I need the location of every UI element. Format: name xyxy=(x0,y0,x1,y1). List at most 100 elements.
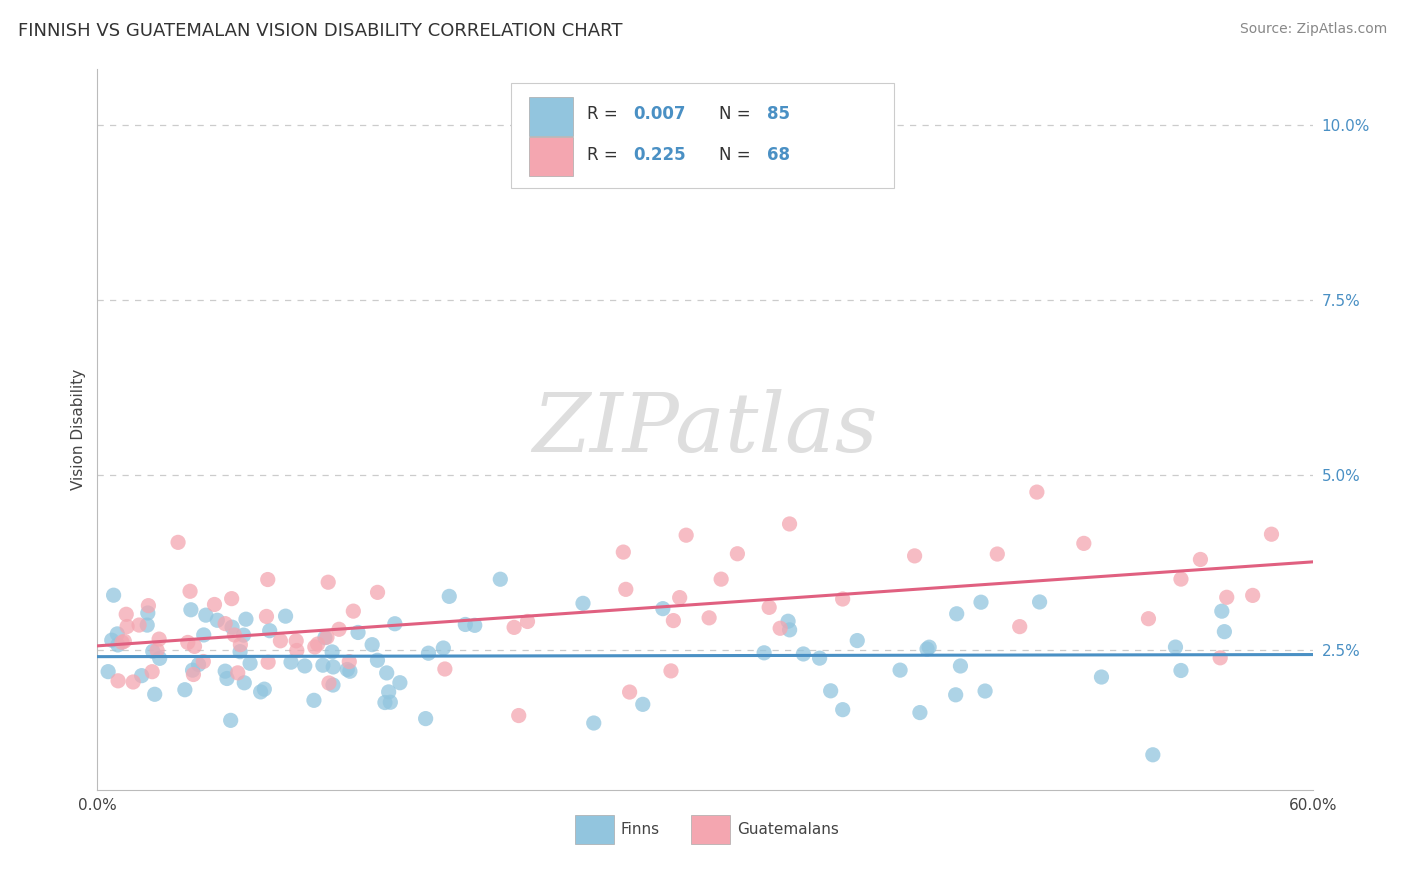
Point xyxy=(322,660,344,674)
Point xyxy=(651,601,673,615)
Point xyxy=(259,624,281,638)
Point xyxy=(725,547,748,561)
Point xyxy=(307,637,329,651)
FancyBboxPatch shape xyxy=(575,815,614,844)
Point xyxy=(167,535,190,549)
Point xyxy=(1216,591,1239,605)
Point xyxy=(179,584,201,599)
Point xyxy=(193,655,215,669)
Point xyxy=(280,655,302,669)
Point xyxy=(294,659,316,673)
Point xyxy=(945,688,967,702)
Point xyxy=(256,573,278,587)
Point xyxy=(149,651,172,665)
Text: ZIPatlas: ZIPatlas xyxy=(533,389,877,469)
Point xyxy=(183,640,205,654)
Point xyxy=(662,614,685,628)
Point xyxy=(454,617,477,632)
Text: 0.225: 0.225 xyxy=(634,146,686,164)
Point xyxy=(285,643,308,657)
Point xyxy=(312,658,335,673)
Point xyxy=(141,665,163,679)
Text: Finns: Finns xyxy=(620,822,659,837)
Point xyxy=(503,620,526,634)
Point xyxy=(187,657,209,672)
FancyBboxPatch shape xyxy=(529,137,572,176)
Point xyxy=(945,607,967,621)
Point xyxy=(779,516,801,531)
Point xyxy=(1189,552,1212,566)
Point xyxy=(180,603,202,617)
Point xyxy=(249,685,271,699)
Point xyxy=(207,613,229,627)
Point xyxy=(314,631,336,645)
Text: Source: ZipAtlas.com: Source: ZipAtlas.com xyxy=(1240,22,1388,37)
Point xyxy=(316,630,339,644)
Point xyxy=(112,634,135,648)
Point xyxy=(128,618,150,632)
Point xyxy=(229,638,252,652)
Point xyxy=(136,606,159,620)
Point xyxy=(1213,624,1236,639)
Point xyxy=(115,619,138,633)
Point xyxy=(614,582,637,597)
Point xyxy=(792,647,814,661)
Point xyxy=(107,673,129,688)
Point xyxy=(377,685,399,699)
Point xyxy=(111,635,134,649)
Point xyxy=(758,600,780,615)
Point xyxy=(214,616,236,631)
Point xyxy=(375,665,398,680)
Point xyxy=(215,672,238,686)
Point xyxy=(142,644,165,658)
Point xyxy=(105,627,128,641)
Point xyxy=(194,608,217,623)
Point xyxy=(274,609,297,624)
Point xyxy=(1073,536,1095,550)
Point xyxy=(183,667,205,681)
Point xyxy=(808,651,831,665)
Point xyxy=(949,659,972,673)
Point xyxy=(204,598,226,612)
Point xyxy=(908,706,931,720)
Point xyxy=(100,633,122,648)
Point xyxy=(1025,485,1047,500)
Point xyxy=(631,698,654,712)
Point xyxy=(831,703,853,717)
Point xyxy=(1164,640,1187,654)
Point xyxy=(1142,747,1164,762)
Point xyxy=(659,664,682,678)
Point xyxy=(769,621,792,635)
Point xyxy=(779,623,801,637)
Point xyxy=(366,653,388,667)
Point xyxy=(418,646,440,660)
Point xyxy=(889,663,911,677)
Point xyxy=(229,645,252,659)
Text: Guatemalans: Guatemalans xyxy=(737,822,839,837)
Point xyxy=(778,614,800,628)
Point xyxy=(239,657,262,671)
Point xyxy=(97,665,120,679)
Point xyxy=(336,663,359,677)
Point xyxy=(380,695,402,709)
Point xyxy=(224,628,246,642)
FancyBboxPatch shape xyxy=(510,83,894,187)
Point xyxy=(675,528,697,542)
Point xyxy=(516,615,538,629)
Point xyxy=(143,687,166,701)
Point xyxy=(226,665,249,680)
Point xyxy=(339,665,361,679)
Point xyxy=(388,675,411,690)
Text: R =: R = xyxy=(588,146,623,164)
Point xyxy=(439,590,461,604)
Text: 85: 85 xyxy=(768,105,790,123)
Point xyxy=(1008,619,1031,633)
Point xyxy=(269,633,291,648)
Point xyxy=(115,607,138,622)
Point xyxy=(122,675,145,690)
Point xyxy=(232,628,254,642)
Point xyxy=(342,604,364,618)
Point xyxy=(986,547,1008,561)
Point xyxy=(1260,527,1282,541)
Point xyxy=(322,678,344,692)
